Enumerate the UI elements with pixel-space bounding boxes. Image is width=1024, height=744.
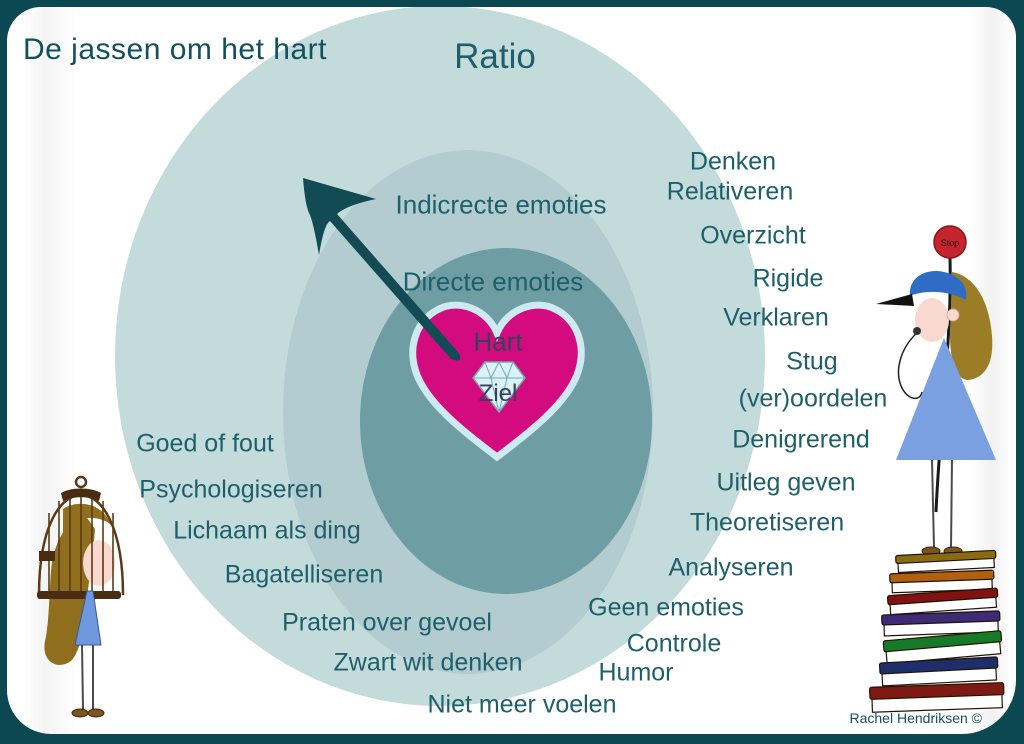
- right-girl-dress: [896, 338, 996, 460]
- baseball-cap-icon: [876, 271, 967, 306]
- emotion-word: Overzicht: [700, 221, 806, 250]
- right-girl-hair: [950, 272, 993, 380]
- left-girl-shoes: [71, 708, 89, 718]
- emotion-word: (ver)oordelen: [738, 384, 888, 413]
- emotion-word: Relativeren: [666, 177, 794, 206]
- stop-sign-label: Stop: [941, 238, 960, 248]
- emotion-word: Humor: [598, 658, 674, 687]
- emotion-word: Geen emoties: [588, 593, 744, 622]
- whistle-cord: [897, 331, 923, 400]
- left-girl-hair-top: [63, 503, 111, 553]
- emotion-word: Praten over gevoel: [282, 608, 492, 637]
- emotion-word: Psychologiseren: [139, 475, 323, 504]
- diamond-gem-icon: [472, 361, 526, 413]
- emotion-word: Theoretiseren: [689, 508, 845, 537]
- right-girl-ear: [946, 308, 960, 322]
- heart-label: Hart: [473, 326, 523, 357]
- emotion-word: Verklaren: [723, 303, 829, 332]
- left-girl-face: [83, 540, 115, 586]
- emotion-word: Stug: [786, 347, 838, 376]
- caged-girl-illustration: [37, 475, 125, 718]
- emotion-word: Controle: [626, 629, 722, 658]
- emotion-word: Zwart wit denken: [333, 648, 523, 677]
- right-girl-legs: [931, 459, 953, 549]
- emotion-word: Denigrerend: [732, 425, 870, 454]
- left-girl-dress: [74, 590, 102, 646]
- emotion-word: Bagatelliseren: [224, 560, 384, 589]
- emotion-word: Uitleg geven: [716, 468, 856, 497]
- stop-sign: Stop: [933, 225, 967, 259]
- whistle-icon: [913, 327, 921, 335]
- emotion-word: Lichaam als ding: [173, 516, 361, 545]
- indirect-emotions-label: Indicrecte emoties: [395, 189, 607, 220]
- emotion-word: Niet meer voelen: [427, 690, 617, 719]
- page-title: De jassen om het hart: [23, 33, 327, 66]
- right-girl-face: [915, 298, 949, 342]
- emotion-word: Rigide: [752, 264, 824, 293]
- ratio-ring-label: Ratio: [454, 37, 536, 76]
- emotion-word: Goed of fout: [136, 429, 274, 458]
- emotion-word: Denken: [689, 147, 777, 176]
- author-credit: Rachel Hendriksen ©: [849, 710, 983, 726]
- direct-emotions-label: Directe emoties: [402, 266, 584, 297]
- birdcage-icon: [37, 475, 125, 599]
- book-stack-icon: [869, 549, 1005, 713]
- poster-card: De jassen om het hart Ratio Indicrecte e…: [7, 7, 1016, 734]
- soul-label: Ziel: [478, 380, 518, 407]
- stop-girl-illustration: Stop: [869, 225, 1005, 713]
- left-girl-legs: [81, 644, 94, 710]
- emotion-word: Analyseren: [668, 553, 794, 582]
